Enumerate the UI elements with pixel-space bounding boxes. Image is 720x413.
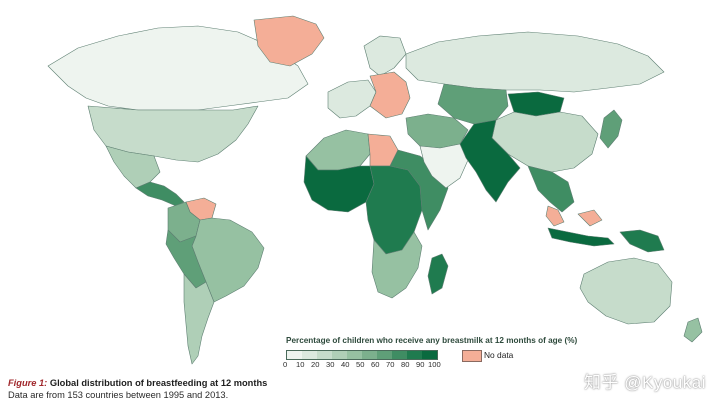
legend-tick: 70 bbox=[386, 360, 395, 369]
map-canvas bbox=[8, 6, 712, 369]
legend-tick: 90 bbox=[416, 360, 425, 369]
russia bbox=[405, 31, 665, 93]
legend-color-scale bbox=[286, 350, 438, 360]
legend-tick: 40 bbox=[341, 360, 350, 369]
legend-title: Percentage of children who receive any b… bbox=[286, 336, 578, 345]
legend-bin-20-30 bbox=[317, 351, 332, 359]
argentina-chile bbox=[183, 273, 215, 365]
legend-bin-90-100 bbox=[422, 351, 437, 359]
legend-bin-80-90 bbox=[407, 351, 422, 359]
southeast-asia bbox=[527, 165, 575, 213]
new-zealand bbox=[683, 317, 703, 343]
figure-note: Data are from 153 countries between 1995… bbox=[8, 390, 229, 400]
malaysia bbox=[545, 205, 603, 227]
legend-tick: 10 bbox=[296, 360, 305, 369]
scandinavia bbox=[363, 35, 407, 77]
legend-tick: 80 bbox=[401, 360, 410, 369]
legend-no-data-label: No data bbox=[484, 350, 514, 360]
south-asia bbox=[459, 119, 521, 203]
legend-bin-70-80 bbox=[392, 351, 407, 359]
arabian-peninsula bbox=[419, 143, 469, 189]
japan-korea bbox=[599, 109, 623, 149]
legend-bin-60-70 bbox=[377, 351, 392, 359]
legend-tick: 50 bbox=[356, 360, 365, 369]
legend-tick: 30 bbox=[326, 360, 335, 369]
papua-new-guinea bbox=[619, 229, 665, 253]
legend-bin-50-60 bbox=[362, 351, 377, 359]
canada bbox=[47, 25, 309, 111]
indonesia bbox=[547, 227, 615, 247]
southern-africa bbox=[371, 231, 423, 299]
watermark: 知乎 @Kyoukai bbox=[584, 373, 706, 392]
legend-tick: 100 bbox=[428, 360, 441, 369]
legend-bin-0-10 bbox=[287, 351, 302, 359]
central-america bbox=[135, 181, 185, 207]
legend-bin-30-40 bbox=[332, 351, 347, 359]
figure-title: Global distribution of breastfeeding at … bbox=[47, 378, 268, 388]
legend-bin-40-50 bbox=[347, 351, 362, 359]
greenland bbox=[253, 15, 325, 67]
australia bbox=[579, 257, 673, 325]
legend-no-data-swatch bbox=[462, 350, 482, 362]
world-map: Percentage of children who receive any b… bbox=[8, 6, 712, 369]
legend-tick: 60 bbox=[371, 360, 380, 369]
caption-title-line: Figure 1: Global distribution of breastf… bbox=[8, 378, 712, 388]
map-legend: Percentage of children who receive any b… bbox=[283, 336, 616, 370]
legend-tick: 0 bbox=[283, 360, 288, 369]
legend-ticks: 0 10 20 30 40 50 60 70 80 90 100 bbox=[283, 360, 443, 370]
madagascar bbox=[427, 253, 449, 295]
legend-tick: 20 bbox=[311, 360, 320, 369]
eastern-europe bbox=[369, 71, 411, 119]
legend-bin-10-20 bbox=[302, 351, 317, 359]
figure-label: Figure 1: bbox=[8, 378, 48, 388]
figure-caption: Figure 1: Global distribution of breastf… bbox=[8, 378, 712, 400]
